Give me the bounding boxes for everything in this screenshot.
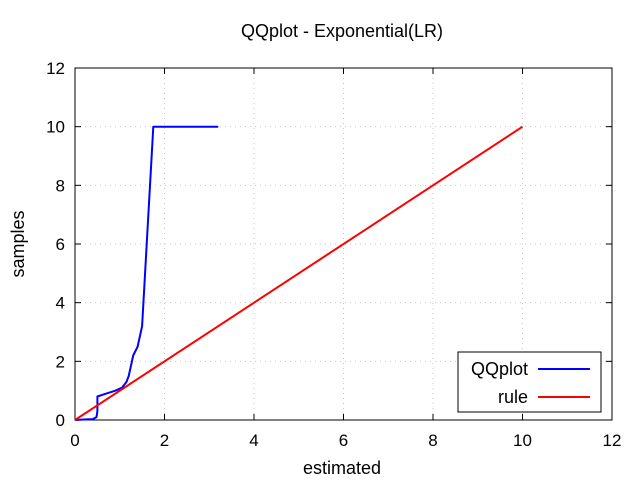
- x-tick-label: 6: [339, 431, 348, 450]
- legend-box: [457, 351, 602, 413]
- y-axis-label: samples: [8, 210, 28, 277]
- series-lines: [74, 125, 524, 421]
- series-line-rule: [74, 125, 524, 421]
- legend-label: QQplot: [471, 359, 528, 379]
- x-tick-label: 12: [603, 431, 622, 450]
- x-tick-label: 8: [428, 431, 437, 450]
- x-tick-label: 2: [160, 431, 169, 450]
- y-tick-label: 6: [56, 235, 65, 254]
- y-tick-label: 2: [56, 352, 65, 371]
- x-tick-label: 4: [249, 431, 258, 450]
- legend: QQplot rule: [457, 351, 602, 413]
- x-axis-label: estimated: [303, 458, 381, 478]
- y-tick-label: 4: [56, 294, 65, 313]
- y-tick-label: 0: [56, 411, 65, 430]
- series-line-qqplot: [74, 125, 219, 421]
- y-tick-label: 10: [46, 118, 65, 137]
- x-tick-label: 10: [513, 431, 532, 450]
- legend-label: rule: [498, 387, 528, 407]
- y-tick-label: 12: [46, 59, 65, 78]
- x-tick-label: 0: [70, 431, 79, 450]
- chart-title: QQplot - Exponential(LR): [241, 21, 443, 41]
- y-tick-label: 8: [56, 176, 65, 195]
